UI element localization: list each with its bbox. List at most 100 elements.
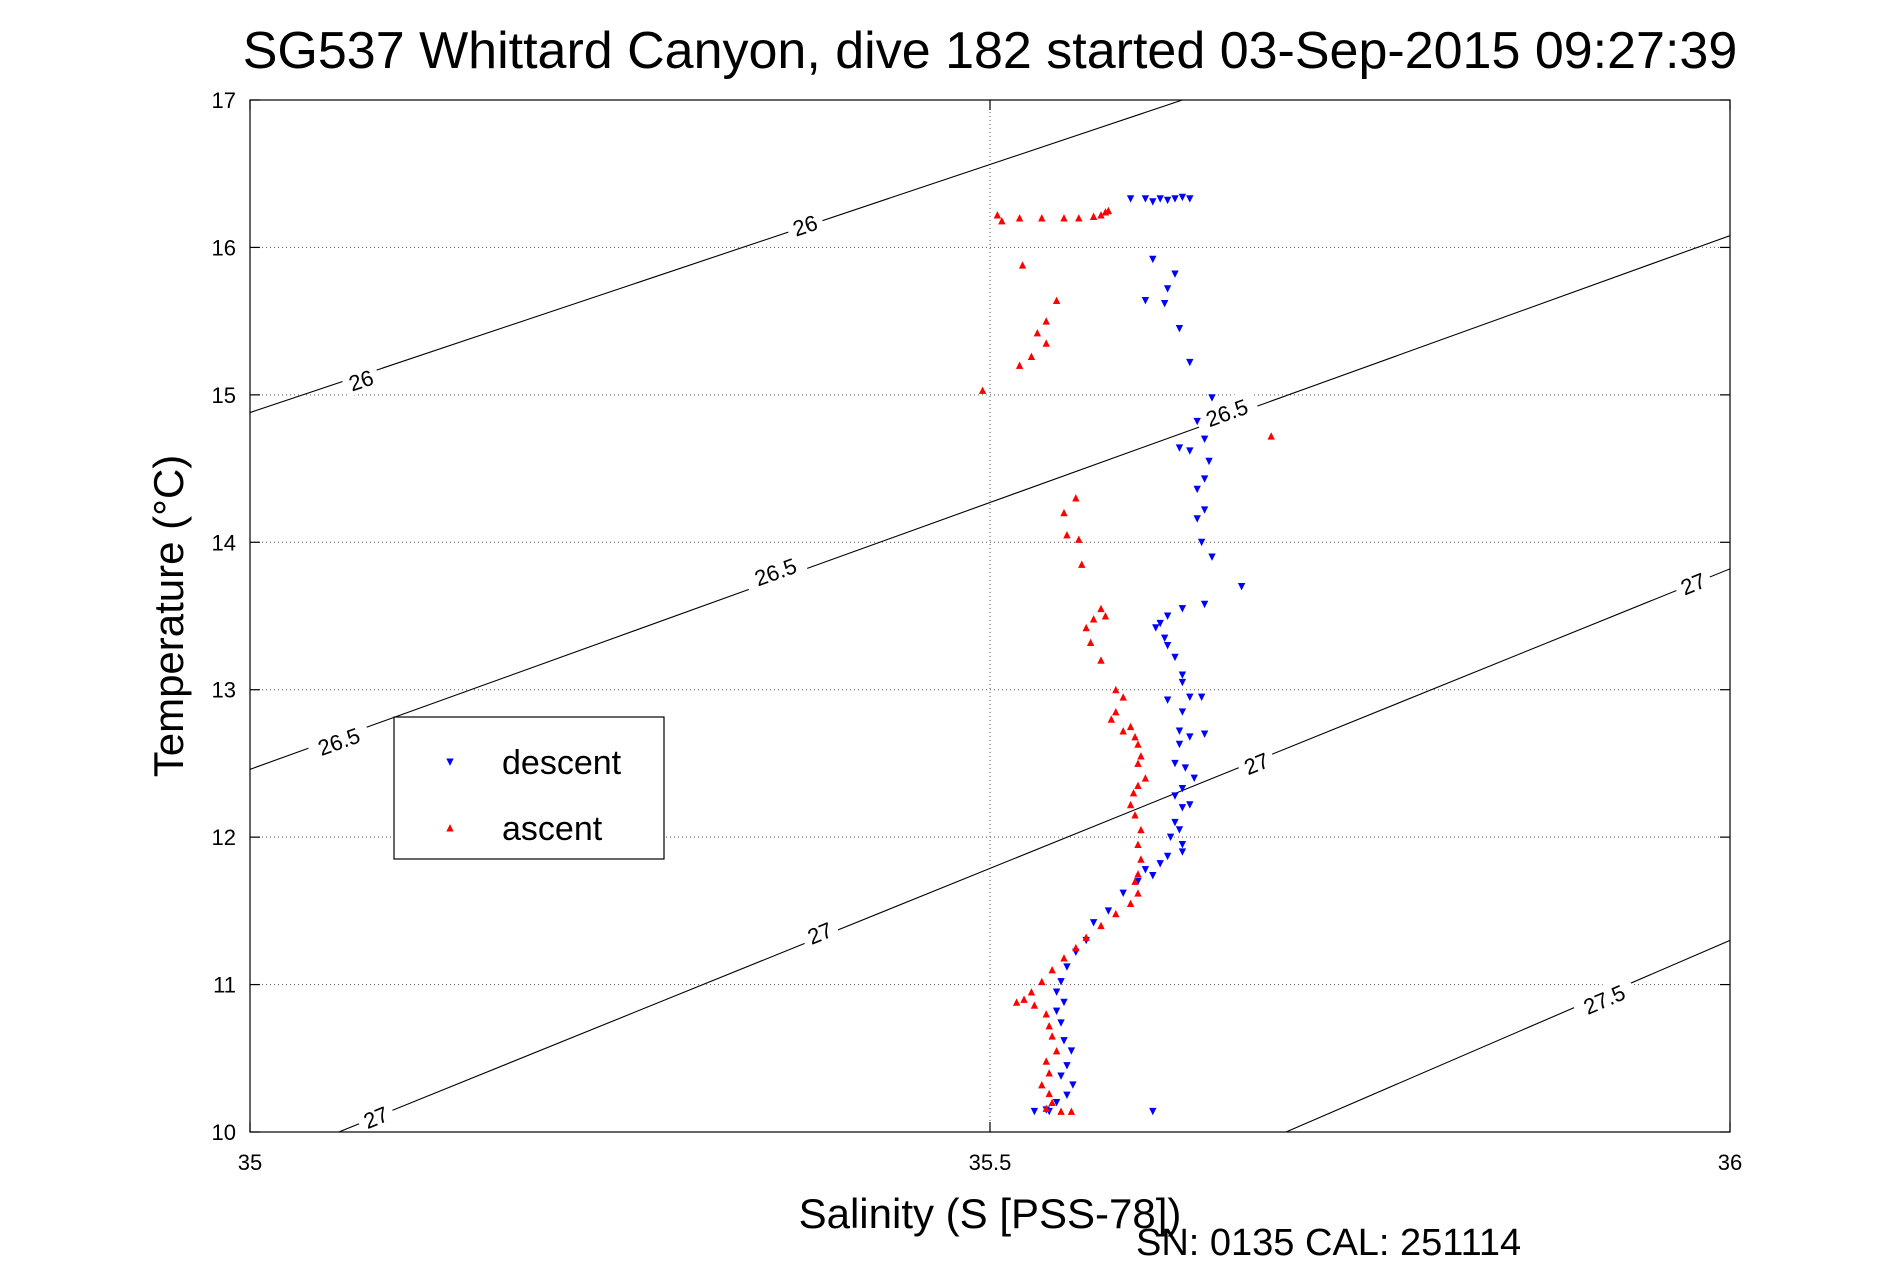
descent-point xyxy=(1193,485,1201,494)
x-axis-ticks: 35 35.5 36 xyxy=(238,100,1742,1175)
ascent-point xyxy=(1082,623,1090,632)
ascent-point xyxy=(1137,855,1145,863)
descent-point xyxy=(1156,860,1164,868)
descent-point xyxy=(1149,871,1157,880)
descent-point xyxy=(1160,299,1169,308)
legend-marker-descent xyxy=(446,758,454,766)
descent-point xyxy=(1186,693,1194,701)
ascent-point xyxy=(1042,1010,1050,1018)
y-tick-label: 14 xyxy=(212,530,236,555)
contour-label-bg xyxy=(1671,563,1715,602)
ascent-point xyxy=(998,217,1006,225)
descent-point xyxy=(1063,1091,1071,1100)
x-axis-label: Salinity (S [PSS-78]) xyxy=(799,1190,1182,1237)
ascent-point xyxy=(1063,531,1071,539)
ascent-point xyxy=(1052,296,1061,305)
descent-point xyxy=(1186,801,1194,809)
ascent-point xyxy=(1078,560,1086,568)
ascent-point xyxy=(1089,615,1098,623)
ascent-point xyxy=(993,211,1002,219)
descent-point xyxy=(1163,285,1172,293)
descent-point xyxy=(1186,447,1194,455)
ascent-point xyxy=(1112,685,1120,694)
ascent-point xyxy=(1060,214,1068,222)
ascent-point xyxy=(1033,329,1042,337)
descent-point xyxy=(1069,1081,1077,1089)
ascent-point xyxy=(1027,352,1036,361)
ascent-point xyxy=(1119,693,1127,701)
descent-point xyxy=(1060,998,1068,1007)
descent-point xyxy=(1175,444,1184,452)
density-contours xyxy=(250,100,1730,1132)
footer-serial-calibration: SN: 0135 CAL: 251114 xyxy=(1136,1222,1521,1262)
descent-point xyxy=(1208,394,1216,402)
descent-point xyxy=(1052,988,1061,996)
ascent-point xyxy=(1134,870,1142,878)
descent-point xyxy=(1166,833,1175,842)
descent-point xyxy=(1186,733,1194,741)
descent-point xyxy=(1200,506,1209,514)
ascent-point xyxy=(1042,317,1050,325)
descent-point xyxy=(1200,475,1209,483)
descent-point xyxy=(1178,841,1187,849)
descent-point xyxy=(1149,1107,1157,1116)
descent-point xyxy=(1171,195,1179,203)
ascent-point xyxy=(1045,1021,1053,1030)
ascent-point xyxy=(1012,998,1021,1006)
y-tick-label: 10 xyxy=(212,1120,236,1145)
descent-point xyxy=(1152,624,1160,632)
descent-point xyxy=(1175,740,1184,749)
descent-point xyxy=(1156,195,1164,203)
descent-point xyxy=(1163,196,1172,205)
descent-point xyxy=(1175,826,1184,834)
descent-point xyxy=(1178,848,1187,856)
contour-label-bg xyxy=(797,913,841,951)
descent-point xyxy=(1156,619,1164,628)
descent-point xyxy=(1063,1062,1071,1070)
ascent-point xyxy=(1134,781,1142,790)
grid-lines xyxy=(250,100,1730,1132)
descent-point xyxy=(1163,612,1172,620)
ascent-point xyxy=(1072,943,1080,952)
ascent-point xyxy=(1129,789,1138,797)
descent-point xyxy=(1237,583,1246,591)
contour-label: 27 xyxy=(1671,563,1715,602)
ascent-point xyxy=(1067,1107,1076,1115)
legend: descent ascent xyxy=(393,716,665,860)
contour-label-bg xyxy=(1570,974,1638,1023)
descent-point xyxy=(1175,727,1184,735)
descent-point xyxy=(1200,730,1209,738)
ascent-point xyxy=(1027,988,1036,996)
ascent-point xyxy=(1131,877,1139,885)
ascent-point xyxy=(1134,740,1142,748)
descent-point xyxy=(1175,325,1184,333)
descent-point xyxy=(1030,1107,1039,1116)
descent-point xyxy=(1178,784,1187,793)
ascent-point xyxy=(1048,1032,1056,1040)
descent-point xyxy=(1178,605,1187,613)
ascent-point xyxy=(1141,774,1150,782)
ascent-point xyxy=(1060,954,1068,962)
descent-point xyxy=(1052,1007,1061,1015)
contour-label: 27 xyxy=(797,913,841,951)
contour-label-bg xyxy=(353,1097,397,1136)
ascent-point xyxy=(1134,840,1142,849)
density-contour-line xyxy=(338,568,1730,1132)
ascent-point xyxy=(1126,722,1135,731)
descent-point xyxy=(1193,417,1201,426)
ascent-point xyxy=(1015,214,1024,222)
density-contour-line xyxy=(250,100,1183,414)
ascent-point xyxy=(1042,1057,1050,1065)
ascent-point xyxy=(1048,1098,1056,1107)
contour-label: 26 xyxy=(783,206,826,243)
descent-point xyxy=(1205,457,1213,466)
contour-label-bg xyxy=(1234,743,1278,782)
descent-point xyxy=(1052,1099,1061,1107)
descent-point xyxy=(1171,759,1179,768)
contour-label-bg xyxy=(1192,388,1261,435)
ascent-point xyxy=(1097,921,1105,930)
descent-point xyxy=(1160,634,1169,642)
ascent-point xyxy=(1097,656,1105,664)
ascent-point xyxy=(1030,1001,1039,1009)
contour-label: 26 xyxy=(339,361,382,398)
